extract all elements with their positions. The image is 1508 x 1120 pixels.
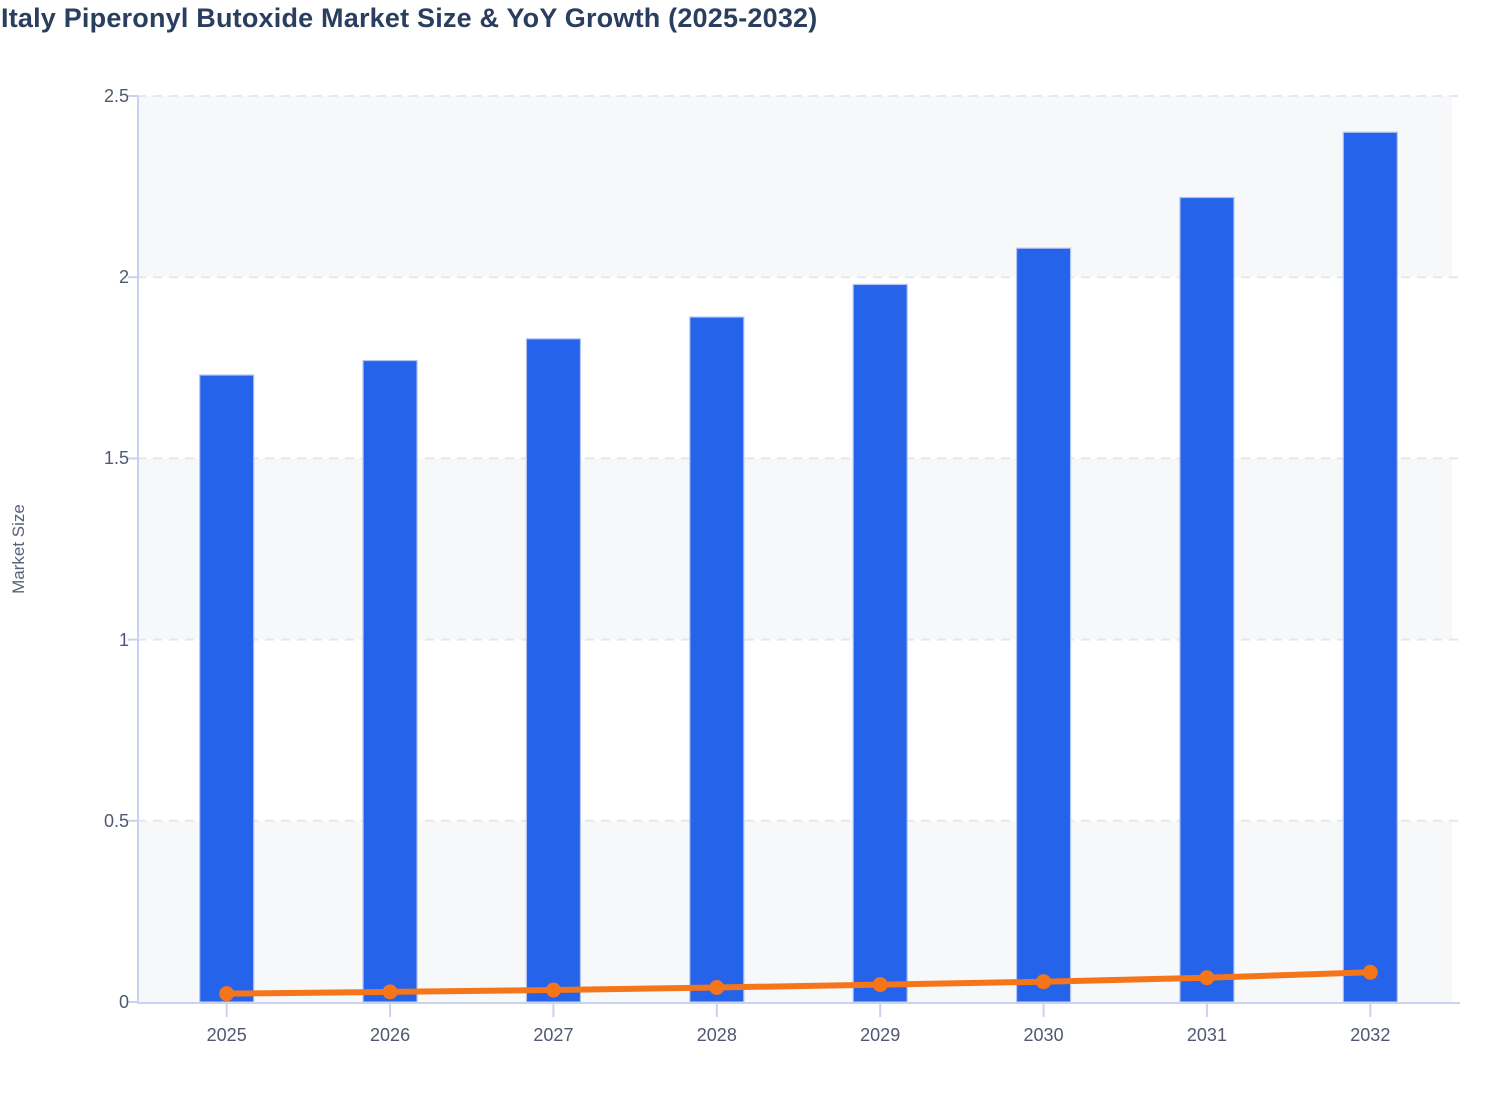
bar-2028 [689,316,745,1003]
plot-band [137,458,1452,640]
chart-title: Italy Piperonyl Butoxide Market Size & Y… [1,3,818,33]
y-tick-label-2.5: 2.5 [103,86,129,106]
y-tick-label-2: 2 [118,267,129,288]
bar-2030 [1015,247,1072,1003]
plot-band [137,96,1452,278]
bar-2032 [1342,131,1398,1003]
growth-marker-2030 [1036,974,1052,990]
bar-2026 [362,359,418,1003]
y-tick-label-0: 0 [118,992,129,1012]
x-tick-label-2029: 2029 [860,1025,901,1045]
x-tick-label-2026: 2026 [370,1025,411,1045]
x-tick-label-2028: 2028 [696,1025,737,1045]
bar-2031 [1179,196,1235,1003]
bar-2029 [852,283,908,1003]
growth-marker-2025 [219,986,235,1002]
y-tick-label-0.5: 0.5 [103,810,129,831]
y-tick-label-1: 1 [118,629,129,650]
y-tick-label-1.5: 1.5 [103,448,129,469]
x-tick-label-2027: 2027 [533,1025,574,1045]
x-tick-label-2032: 2032 [1350,1025,1391,1045]
x-tick-label-2031: 2031 [1186,1025,1227,1045]
growth-marker-2028 [709,980,725,996]
growth-marker-2032 [1362,964,1378,980]
growth-line [223,969,1374,997]
x-tick-label-2025: 2025 [206,1025,247,1045]
growth-marker-2031 [1199,970,1215,986]
x-tick-label-2030: 2030 [1023,1025,1064,1045]
growth-marker-2026 [382,984,398,1000]
bar-2025 [199,374,255,1003]
growth-marker-2029 [872,977,888,993]
bar-2027 [525,338,582,1003]
growth-marker-2027 [545,982,561,998]
